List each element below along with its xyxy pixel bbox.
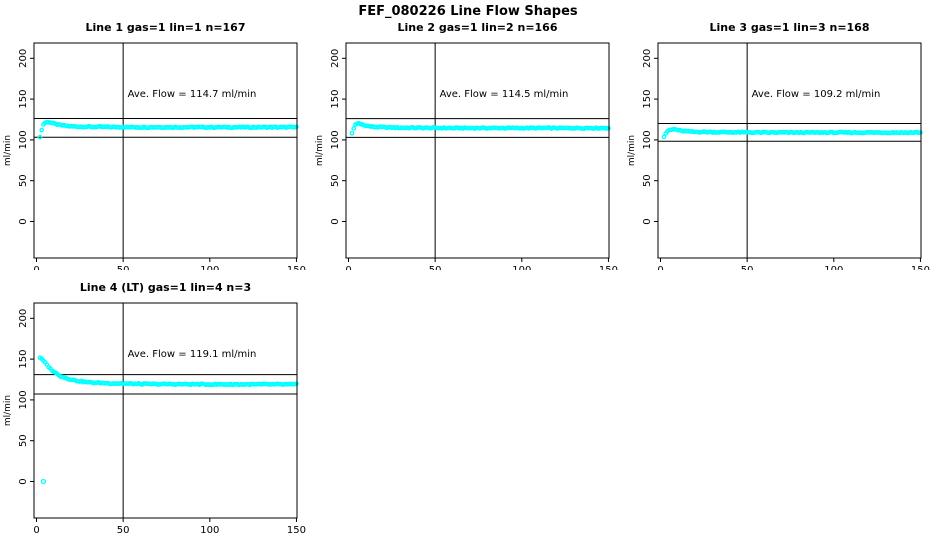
y-tick-label: 0: [18, 218, 29, 224]
y-axis-label: ml/min: [315, 135, 325, 166]
y-tick-label: 200: [18, 49, 29, 68]
y-tick-label: 50: [642, 174, 653, 187]
panel-line1: Line 1 gas=1 lin=1 n=1670501001500501001…: [0, 0, 312, 276]
y-tick-label: 200: [642, 49, 653, 68]
panel-title: Line 2 gas=1 lin=2 n=166: [397, 21, 557, 34]
x-tick-label: 150: [911, 265, 930, 270]
x-tick-label: 100: [824, 265, 843, 270]
y-axis: 0 50 100 150 200: [330, 49, 346, 225]
data-points: [661, 126, 923, 140]
y-tick-label: 100: [642, 130, 653, 149]
panel-line2: Line 2 gas=1 lin=2 n=166 0 50 100 150 0 50 100 1…: [312, 0, 624, 276]
y-tick-label: 0: [18, 478, 29, 484]
x-tick-label: 50: [117, 525, 130, 536]
y-axis-label: ml/min: [3, 135, 13, 166]
x-tick-label: 0: [345, 265, 351, 270]
data-points: [37, 355, 299, 485]
outlier-point: [40, 478, 47, 485]
y-tick-label: 150: [18, 90, 29, 109]
x-axis: 0 50 100 150: [345, 258, 618, 276]
x-tick-label: 150: [599, 265, 618, 270]
x-tick-label: 0: [657, 265, 663, 270]
y-tick-label: 100: [18, 390, 29, 409]
figure-title: FEF_080226 Line Flow Shapes: [358, 4, 578, 19]
y-tick-label: 0: [330, 218, 341, 224]
plot-box: [345, 42, 610, 259]
y-axis-label: ml/min: [3, 395, 13, 426]
y-axis: 0 50 100 150 200: [642, 49, 658, 225]
y-axis: 0 50 100 150 200: [18, 49, 34, 225]
y-tick-label: 200: [330, 49, 341, 68]
y-tick-label: 100: [18, 130, 29, 149]
y-axis-label: ml/min: [627, 135, 637, 166]
x-tick-label: 50: [429, 265, 442, 270]
x-tick-label: 50: [741, 265, 754, 270]
panel-line4: Line 4 (LT) gas=1 lin=4 n=3 0 50 100 150 0 50 1…: [0, 270, 312, 540]
panel-plot-1: Line 1 gas=1 lin=1 n=1670501001500501001…: [3, 21, 306, 276]
y-tick-label: 0: [642, 218, 653, 224]
y-tick-label: 50: [18, 174, 29, 187]
plot-box: [657, 42, 922, 259]
x-axis: 0 50 100 150: [33, 518, 306, 536]
x-axis: 0 50 100 150: [657, 258, 930, 276]
ave-flow-annotation: Ave. Flow = 119.1 ml/min: [128, 349, 257, 360]
y-tick-label: 150: [642, 90, 653, 109]
y-axis: 0 50 100 150 200: [18, 309, 34, 485]
y-tick-label: 100: [330, 130, 341, 149]
x-tick-label: 100: [512, 265, 531, 270]
panel-line3: Line 3 gas=1 lin=3 n=168 0 50 100 150 0 50 100 1…: [624, 0, 936, 276]
y-tick-label: 150: [330, 90, 341, 109]
panel-plot-3: Line 3 gas=1 lin=3 n=168 0 50 100 150 0 50 100 1…: [627, 21, 930, 276]
data-points: [37, 119, 299, 140]
y-tick-label: 200: [18, 309, 29, 328]
x-tick-label: 0: [33, 525, 39, 536]
panel-title: Line 1 gas=1 lin=1 n=167: [85, 21, 245, 34]
ave-flow-annotation: Ave. Flow = 114.5 ml/min: [440, 89, 569, 100]
panel-plot-2: Line 2 gas=1 lin=2 n=166 0 50 100 150 0 50 100 1…: [315, 21, 618, 276]
y-tick-label: 50: [330, 174, 341, 187]
x-tick-label: 150: [287, 525, 306, 536]
plot-box: [33, 302, 298, 519]
y-tick-label: 150: [18, 350, 29, 369]
data-points: [349, 120, 611, 136]
ave-flow-annotation: Ave. Flow = 114.7 ml/min: [128, 89, 257, 100]
x-tick-label: 100: [200, 525, 219, 536]
panel-title: Line 3 gas=1 lin=3 n=168: [709, 21, 869, 34]
plot-box: [33, 42, 298, 259]
ave-flow-annotation: Ave. Flow = 109.2 ml/min: [752, 89, 881, 100]
panel-plot-4: Line 4 (LT) gas=1 lin=4 n=3 0 50 100 150 0 50 1…: [3, 281, 306, 536]
panel-title: Line 4 (LT) gas=1 lin=4 n=3: [80, 281, 251, 294]
y-tick-label: 50: [18, 434, 29, 447]
